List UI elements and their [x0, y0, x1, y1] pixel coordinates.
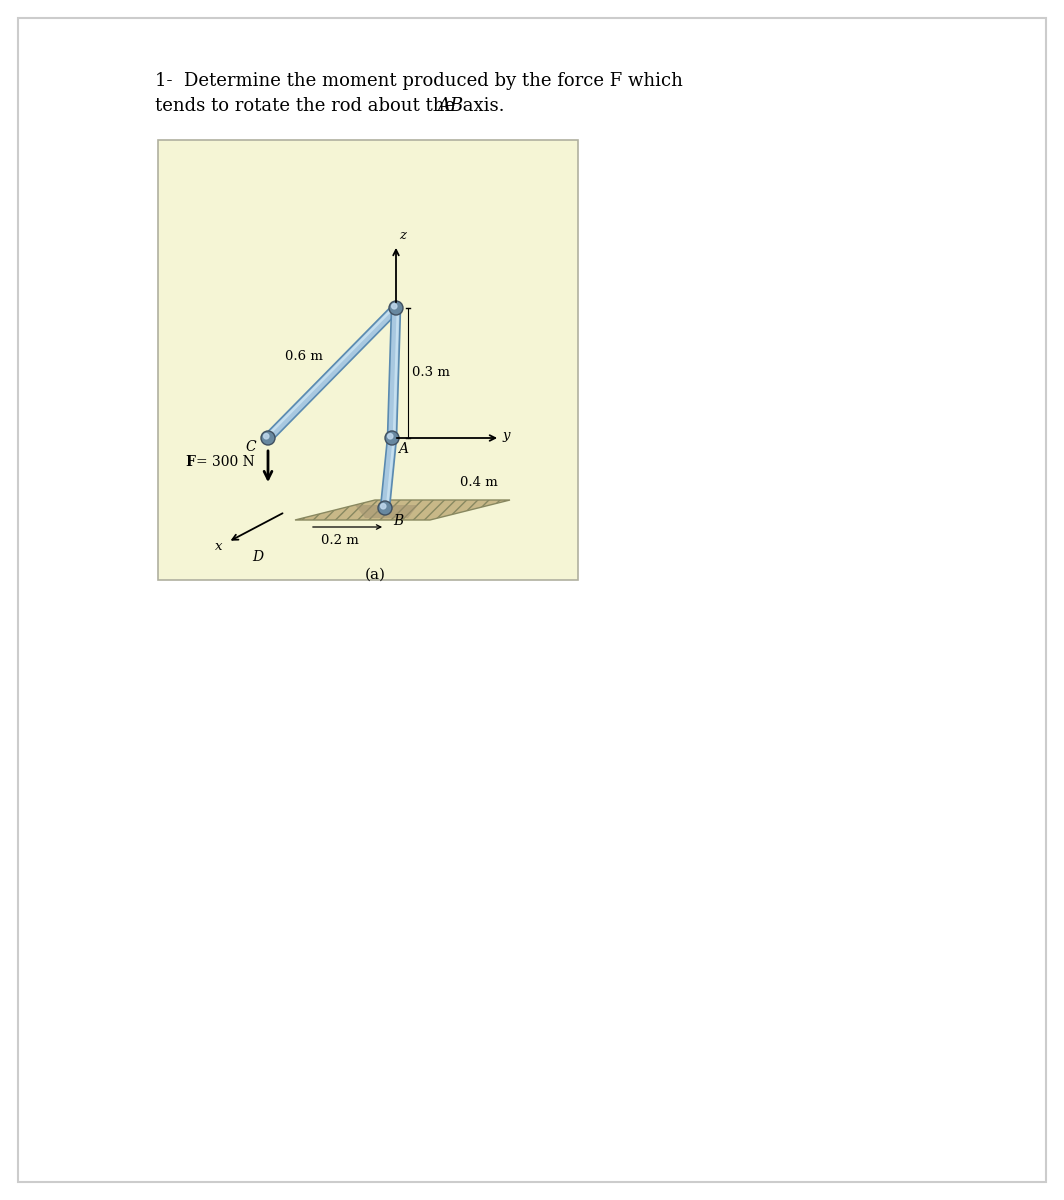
- Text: D: D: [252, 550, 263, 564]
- Polygon shape: [295, 500, 510, 520]
- Text: tends to rotate the rod about the: tends to rotate the rod about the: [155, 97, 461, 115]
- Polygon shape: [266, 306, 396, 438]
- Polygon shape: [381, 438, 397, 509]
- Circle shape: [381, 504, 386, 509]
- Text: A: A: [398, 442, 408, 456]
- Polygon shape: [265, 305, 399, 442]
- Text: AB: AB: [437, 97, 463, 115]
- Circle shape: [264, 433, 269, 439]
- Text: x: x: [215, 540, 222, 552]
- Circle shape: [378, 502, 392, 515]
- Text: C: C: [246, 440, 256, 454]
- Text: B: B: [393, 514, 403, 528]
- Text: z: z: [399, 229, 406, 242]
- Text: 0.2 m: 0.2 m: [321, 534, 359, 547]
- Text: y: y: [503, 430, 511, 443]
- Polygon shape: [387, 308, 400, 438]
- Text: axis.: axis.: [458, 97, 504, 115]
- Circle shape: [385, 431, 399, 445]
- Circle shape: [387, 433, 393, 439]
- Text: (a): (a): [365, 568, 385, 582]
- Text: 0.3 m: 0.3 m: [412, 366, 450, 379]
- FancyBboxPatch shape: [18, 18, 1046, 1182]
- FancyBboxPatch shape: [157, 140, 578, 580]
- Text: 0.6 m: 0.6 m: [285, 350, 323, 362]
- Polygon shape: [393, 308, 399, 438]
- Circle shape: [389, 301, 403, 314]
- Text: = 300 N: = 300 N: [196, 455, 254, 469]
- Polygon shape: [355, 505, 418, 518]
- Text: 0.4 m: 0.4 m: [460, 475, 498, 488]
- Circle shape: [261, 431, 275, 445]
- Text: 1-  Determine the moment produced by the force F which: 1- Determine the moment produced by the …: [155, 72, 683, 90]
- Circle shape: [392, 304, 397, 308]
- Text: F: F: [185, 455, 195, 469]
- Polygon shape: [385, 438, 395, 509]
